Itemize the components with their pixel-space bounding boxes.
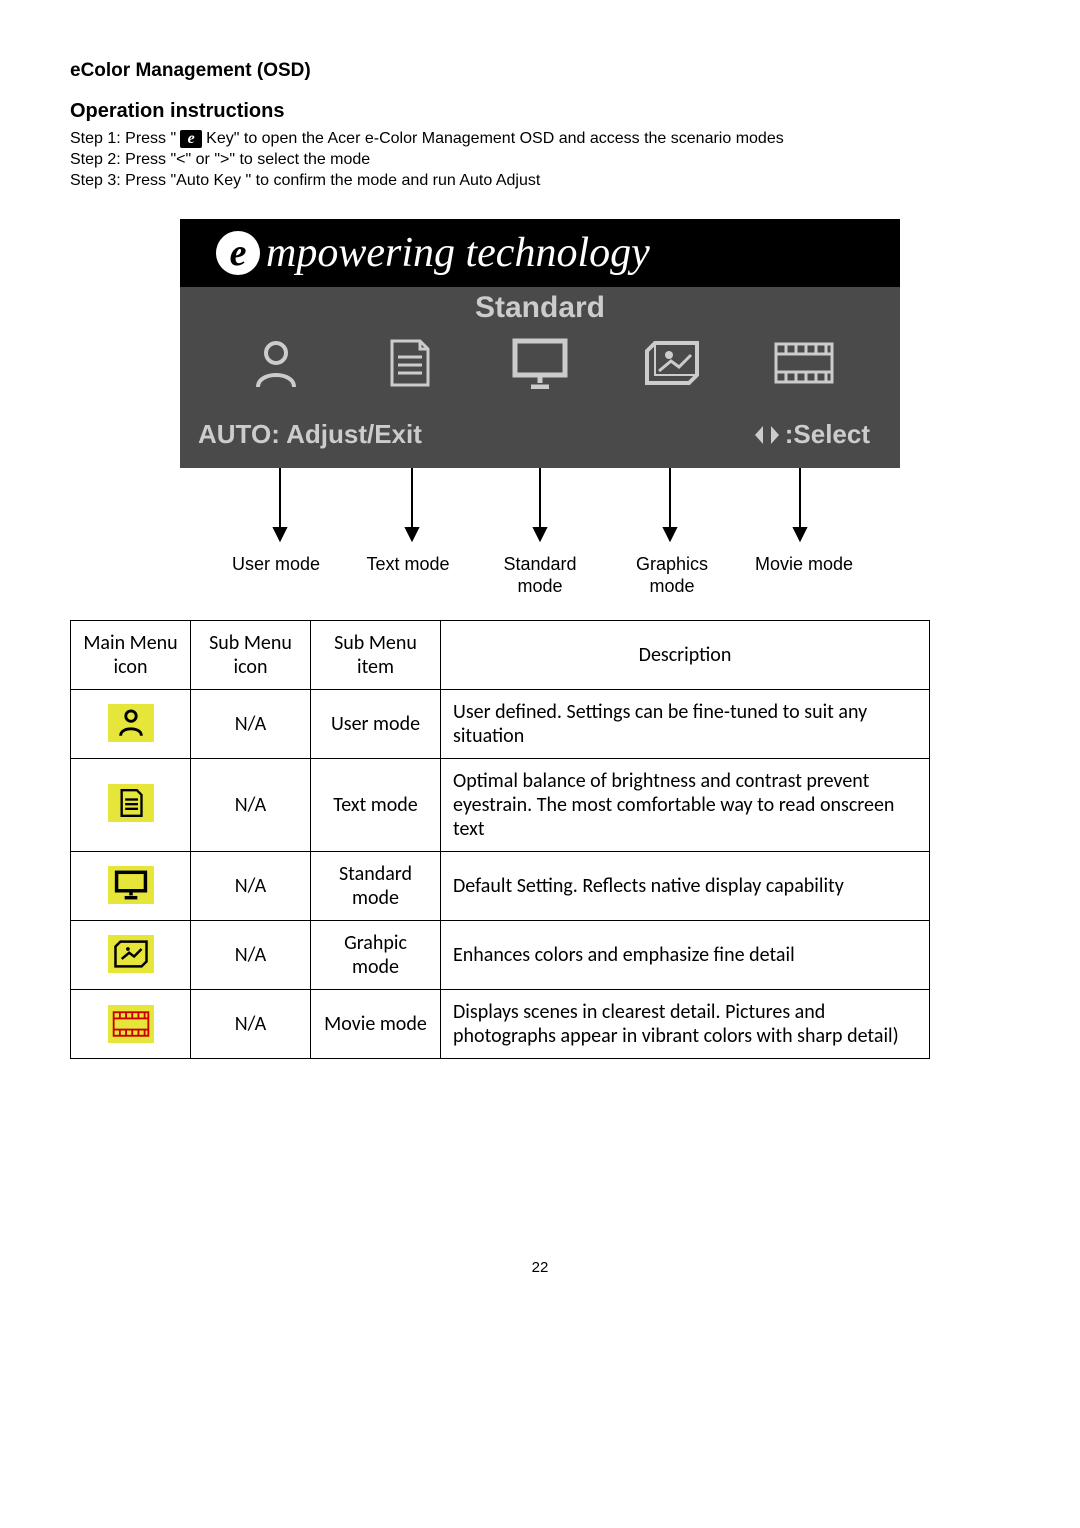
osd-standard-icon [505, 333, 575, 393]
cell-sub: N/A [191, 989, 311, 1058]
page-number: 22 [70, 1259, 1010, 1276]
osd-user-icon [241, 333, 311, 393]
label-movie-mode: Movie mode [754, 554, 854, 597]
step-1-text-a: Step 1: Press " [70, 129, 176, 150]
table-row: N/A Movie mode Displays scenes in cleare… [71, 989, 930, 1058]
th-main-icon: Main Menu icon [71, 620, 191, 689]
cell-desc: User defined. Settings can be fine-tuned… [441, 689, 930, 758]
table-row: N/A Standard mode Default Setting. Refle… [71, 851, 930, 920]
left-right-arrows-icon [753, 424, 781, 446]
text-mode-icon [108, 784, 154, 822]
th-sub-icon: Sub Menu icon [191, 620, 311, 689]
cell-item: Grahpic mode [311, 920, 441, 989]
osd-header-text: mpowering technology [266, 229, 650, 277]
osd-footer-left: AUTO: Adjust/Exit [198, 419, 422, 450]
user-mode-icon [108, 704, 154, 742]
cell-desc: Displays scenes in clearest detail. Pict… [441, 989, 930, 1058]
label-standard-mode: Standard mode [490, 554, 590, 597]
cell-item: User mode [311, 689, 441, 758]
label-text-mode: Text mode [358, 554, 458, 597]
osd-footer-right: :Select [753, 419, 870, 450]
th-sub-item: Sub Menu item [311, 620, 441, 689]
cell-item: Movie mode [311, 989, 441, 1058]
modes-table: Main Menu icon Sub Menu icon Sub Menu it… [70, 620, 930, 1059]
osd-screenshot: e mpowering technology Standard [180, 219, 900, 468]
osd-movie-icon [769, 333, 839, 393]
heading-instructions: Operation instructions [70, 100, 1010, 123]
th-description: Description [441, 620, 930, 689]
cell-sub: N/A [191, 920, 311, 989]
standard-mode-icon [108, 866, 154, 904]
cell-sub: N/A [191, 851, 311, 920]
label-user-mode: User mode [226, 554, 326, 597]
cell-desc: Default Setting. Reflects native display… [441, 851, 930, 920]
graphics-mode-icon [108, 935, 154, 973]
empowering-key-icon: e [180, 130, 202, 148]
table-row: N/A User mode User defined. Settings can… [71, 689, 930, 758]
osd-graphics-icon [637, 333, 707, 393]
cell-item: Standard mode [311, 851, 441, 920]
osd-footer-right-text: :Select [785, 419, 870, 450]
osd-current-mode: Standard [180, 287, 900, 333]
label-graphics-mode: Graphics mode [622, 554, 722, 597]
cell-item: Text mode [311, 758, 441, 851]
heading-ecolor: eColor Management (OSD) [70, 60, 1010, 82]
arrows-diagram [180, 468, 900, 548]
table-row: N/A Text mode Optimal balance of brightn… [71, 758, 930, 851]
step-1: Step 1: Press " e Key" to open the Acer … [70, 129, 1010, 150]
step-2: Step 2: Press "<" or ">" to select the m… [70, 150, 1010, 171]
cell-sub: N/A [191, 689, 311, 758]
movie-mode-icon [108, 1005, 154, 1043]
cell-desc: Optimal balance of brightness and contra… [441, 758, 930, 851]
osd-text-icon [373, 333, 443, 393]
osd-header: e mpowering technology [180, 219, 900, 287]
step-3: Step 3: Press "Auto Key " to confirm the… [70, 171, 1010, 192]
step-1-text-b: Key" to open the Acer e-Color Management… [206, 129, 784, 150]
empowering-logo-icon: e [216, 231, 260, 275]
cell-desc: Enhances colors and emphasize fine detai… [441, 920, 930, 989]
cell-sub: N/A [191, 758, 311, 851]
table-row: N/A Grahpic mode Enhances colors and emp… [71, 920, 930, 989]
